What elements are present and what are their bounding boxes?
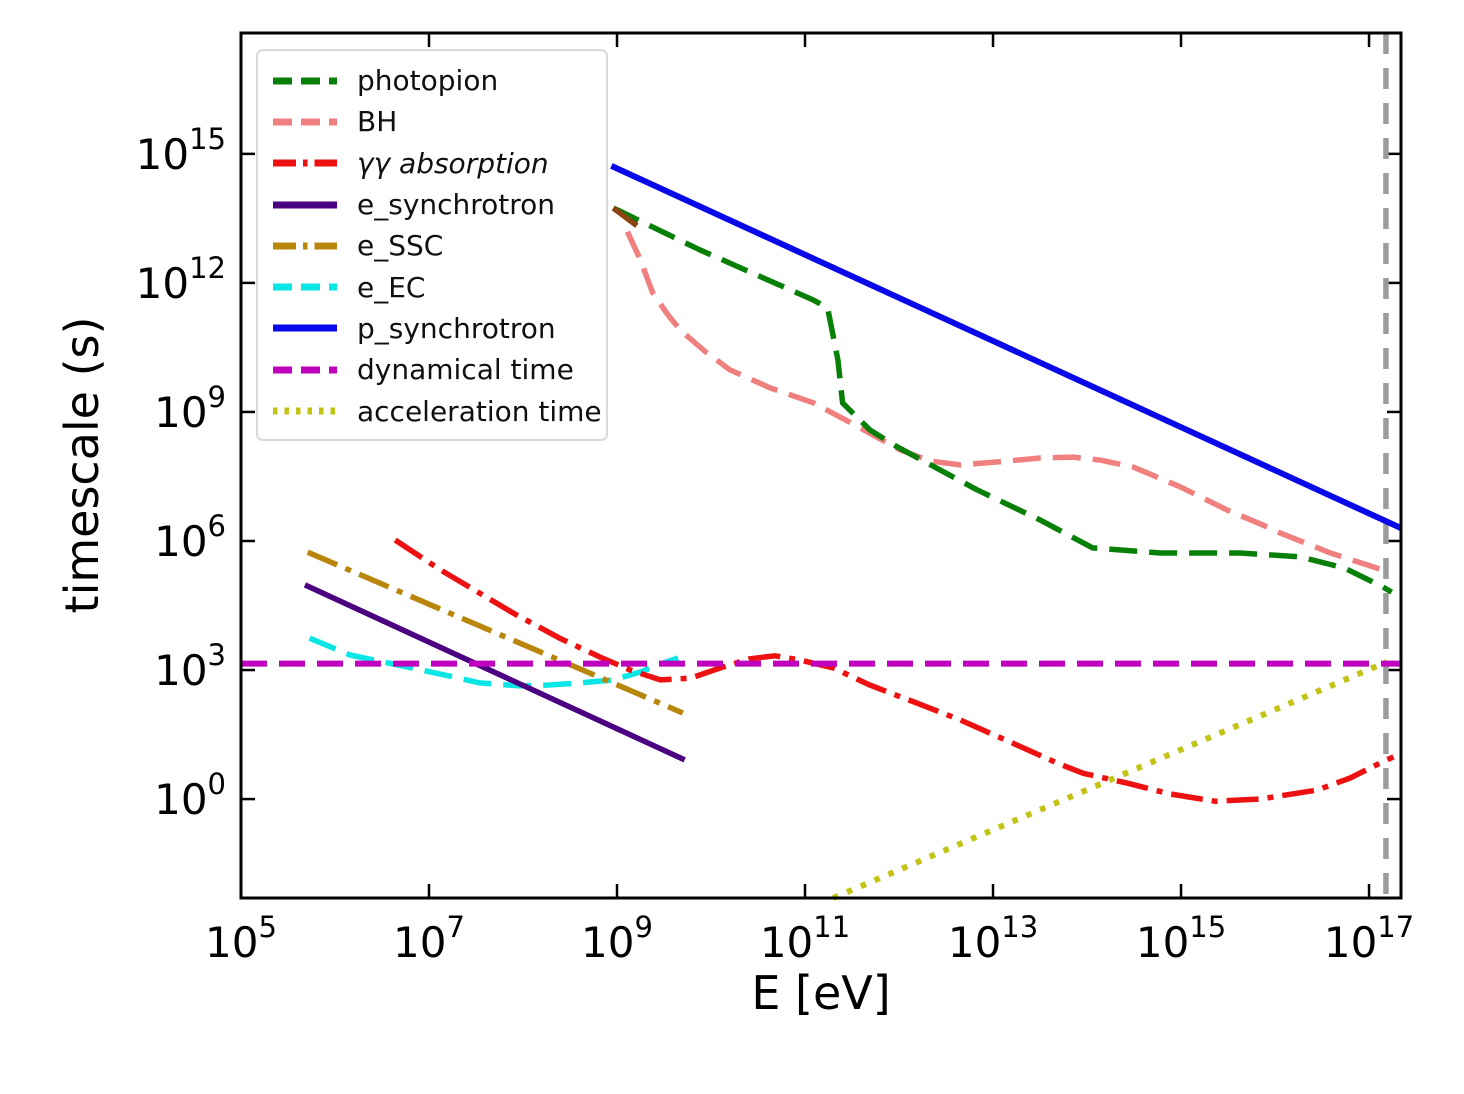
legend-line-sample-e-ec	[273, 283, 337, 291]
y-tick-label: 109	[154, 380, 226, 437]
legend-item-e-synchrotron: e_synchrotron	[272, 184, 606, 225]
legend-item-label: e_EC	[357, 270, 426, 304]
legend-item-label: acceleration time	[357, 394, 602, 428]
legend-item-label: e_SSC	[357, 229, 444, 263]
legend-item-photopion: photopion	[272, 60, 606, 101]
series-p-synchrotron	[610, 163, 1403, 531]
legend-item-p-synchrotron: p_synchrotron	[272, 308, 606, 349]
legend-line-sample-photopion	[273, 77, 337, 85]
x-axis-label: E [eV]	[751, 966, 891, 1020]
legend-item-acceleration-time: acceleration time	[272, 390, 606, 431]
legend-line-sample-e-synchrotron	[273, 201, 337, 209]
series-e-synchrotron	[303, 582, 686, 763]
x-tick-label: 107	[393, 910, 465, 967]
x-tick-label: 1017	[1324, 910, 1414, 967]
legend-line-sample-e-ssc	[273, 242, 337, 250]
series-gg-absorption	[393, 537, 1395, 804]
x-tick-label: 109	[581, 910, 653, 967]
legend-item-label: BH	[357, 105, 398, 139]
x-tick-label: 105	[205, 910, 277, 967]
legend-item-label: γγ absorption	[357, 146, 549, 180]
legend-line-sample-gg-absorption	[273, 159, 337, 167]
legend: photopion BH γγ absorption e_synchrotron e_S…	[256, 49, 608, 441]
legend-item-label: photopion	[357, 64, 499, 98]
x-tick-label: 1011	[760, 910, 850, 967]
legend-item-bh: BH	[272, 101, 606, 142]
series-acceleration-time	[832, 659, 1389, 901]
legend-line-sample-acceleration-time	[273, 407, 337, 415]
series-photopion	[612, 205, 1394, 595]
legend-item-label: p_synchrotron	[357, 311, 556, 345]
legend-line-sample-dynamical-time	[273, 366, 337, 374]
series-bh	[624, 230, 1384, 573]
legend-item-gg-absorption: γγ absorption	[272, 143, 606, 184]
y-tick-label: 103	[154, 638, 226, 695]
y-tick-label: 100	[154, 767, 226, 824]
y-axis-label: timescale (s)	[55, 316, 109, 614]
legend-line-sample-p-synchrotron	[273, 324, 337, 332]
series-e-ssc	[306, 549, 684, 716]
legend-item-dynamical-time: dynamical time	[272, 349, 606, 390]
x-tick-label: 1013	[948, 910, 1038, 967]
y-tick-label: 1012	[136, 251, 226, 308]
curve-overlap-segment	[611, 205, 639, 228]
y-tick-label: 106	[154, 509, 226, 566]
legend-item-label: dynamical time	[357, 353, 574, 387]
y-tick-label: 1015	[136, 122, 226, 179]
legend-item-e-ec: e_EC	[272, 266, 606, 307]
legend-line-sample-bh	[273, 118, 337, 126]
legend-item-label: e_synchrotron	[357, 188, 556, 222]
axes-frame	[239, 31, 1403, 900]
x-tick-label: 1015	[1136, 910, 1226, 967]
legend-item-e-ssc: e_SSC	[272, 225, 606, 266]
